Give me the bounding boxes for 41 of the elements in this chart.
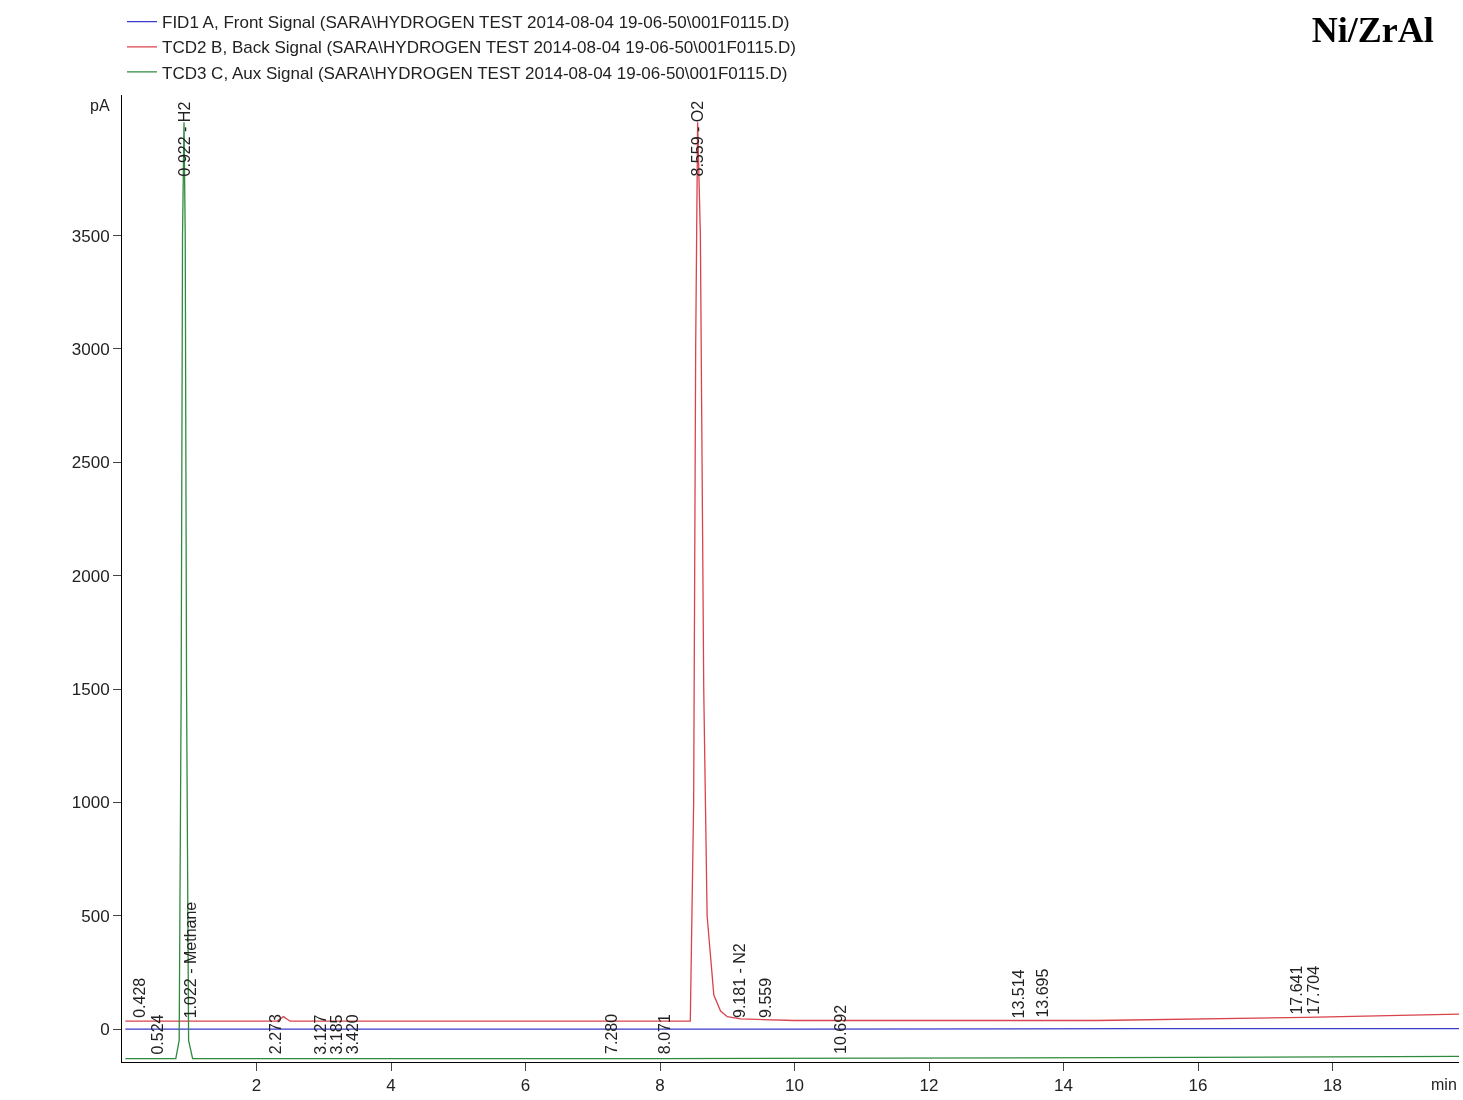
annotation: 2.273 [266, 1014, 284, 1055]
annotation: 3.420 [343, 1014, 361, 1055]
y-tick-label: 500 [81, 906, 110, 926]
y-tick-label: 0 [100, 1020, 110, 1040]
annotation: 9.181 - N2 [730, 943, 748, 1019]
annotation: 0.524 [148, 1014, 166, 1055]
annotation: 13.695 [1034, 968, 1052, 1018]
annotation: 9.559 [756, 977, 774, 1018]
annotation: 8.559 - O2 [688, 100, 706, 177]
legend-label: TCD3 C, Aux Signal (SARA\HYDROGEN TEST 2014-08-04 19-06-50\001F0115.D) [162, 63, 788, 83]
x-tick-label: 10 [785, 1076, 804, 1096]
annotation: 3.185 [327, 1014, 345, 1055]
x-tick-label: 12 [919, 1076, 939, 1096]
y-tick-label: 3500 [71, 226, 110, 246]
x-tick-label: 2 [251, 1076, 262, 1096]
y-axis-title: pA [90, 97, 110, 114]
x-tick-label: 6 [520, 1076, 531, 1096]
x-tick-label: 14 [1054, 1076, 1074, 1096]
annotation: 8.071 [656, 1013, 674, 1055]
chart-title: Ni/ZrAl [1311, 9, 1434, 50]
annotation: 7.280 [603, 1013, 621, 1054]
y-tick-label: 2500 [71, 453, 110, 473]
y-tick-label: 3000 [71, 339, 110, 359]
x-axis-title: min [1431, 1076, 1457, 1093]
annotation: 10.692 [832, 1004, 850, 1054]
y-tick-label: 1000 [71, 793, 110, 813]
annotation: 17.641 [1288, 965, 1306, 1015]
annotation: 13.514 [1010, 969, 1028, 1019]
legend-label: TCD2 B, Back Signal (SARA\HYDROGEN TEST 2014-08-04 19-06-50\001F0115.D) [162, 38, 797, 58]
legend-label: FID1 A, Front Signal (SARA\HYDROGEN TEST 2014-08-04 19-06-50\001F0115.D) [162, 13, 790, 33]
annotation: 3.127 [311, 1014, 329, 1055]
x-tick-label: 4 [386, 1076, 396, 1096]
y-tick-label: 1500 [71, 679, 110, 699]
annotation: 0.428 [130, 977, 148, 1018]
annotation: 17.704 [1304, 965, 1322, 1015]
x-tick-label: 18 [1323, 1076, 1343, 1096]
x-tick-label: 8 [655, 1076, 665, 1096]
annotation: 1.022 - Methane [182, 901, 200, 1019]
y-tick-label: 2000 [71, 566, 110, 586]
annotation: 0.922 - H2 [175, 101, 193, 177]
x-tick-label: 16 [1188, 1076, 1208, 1096]
